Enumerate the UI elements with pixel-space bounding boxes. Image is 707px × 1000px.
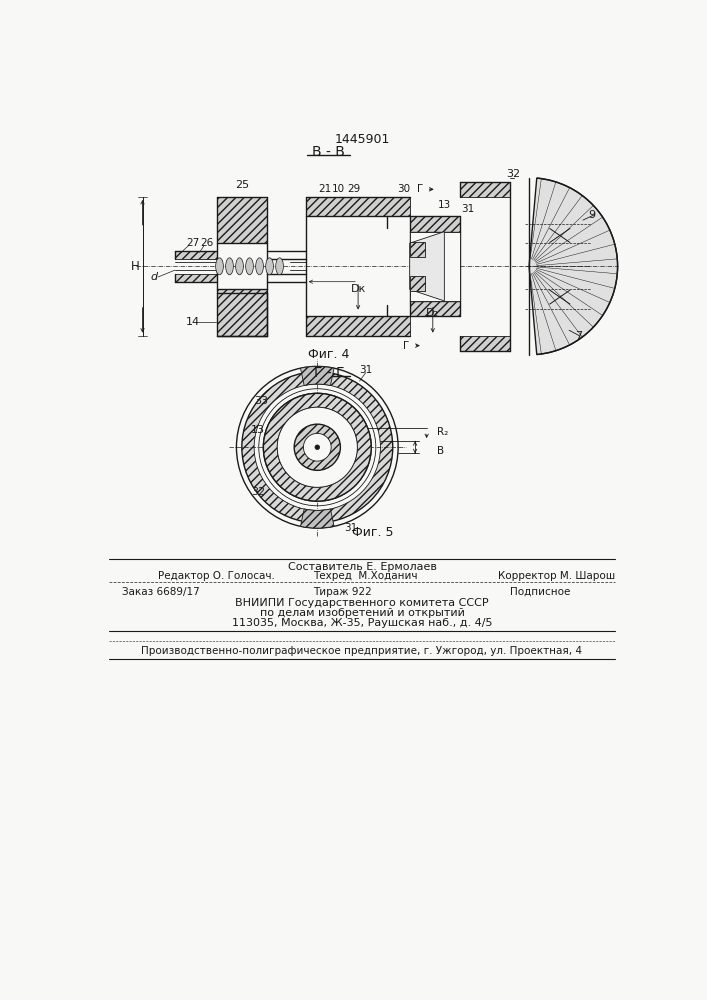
Text: 113035, Москва, Ж-35, Раушская наб., д. 4/5: 113035, Москва, Ж-35, Раушская наб., д. … (232, 618, 492, 628)
Text: 7: 7 (575, 331, 583, 341)
Text: 13: 13 (251, 425, 265, 435)
Text: 9: 9 (589, 210, 596, 220)
Ellipse shape (256, 258, 264, 275)
Polygon shape (409, 232, 460, 301)
Text: 31: 31 (344, 523, 358, 533)
Text: R₂: R₂ (437, 427, 448, 437)
Text: 25: 25 (235, 180, 249, 190)
Text: 13: 13 (438, 200, 451, 210)
Polygon shape (409, 232, 444, 301)
Bar (409, 216, 460, 232)
Text: Корректор М. Шарош: Корректор М. Шарош (498, 571, 616, 581)
Ellipse shape (216, 258, 223, 275)
Text: H: H (130, 260, 139, 273)
Circle shape (259, 389, 376, 506)
Circle shape (264, 393, 371, 501)
Text: 10: 10 (332, 184, 346, 194)
Text: 32: 32 (251, 487, 265, 497)
Bar (217, 197, 267, 243)
Bar (305, 197, 409, 216)
Bar (409, 242, 425, 257)
Text: Фиг. 4: Фиг. 4 (308, 348, 349, 361)
Bar (175, 274, 217, 282)
Text: 31: 31 (359, 365, 373, 375)
Circle shape (303, 433, 331, 461)
Text: Фиг. 5: Фиг. 5 (352, 526, 393, 539)
Text: Заказ 6689/17: Заказ 6689/17 (122, 587, 200, 597)
Wedge shape (300, 509, 334, 528)
Circle shape (242, 372, 393, 523)
Text: B: B (437, 446, 444, 456)
Circle shape (277, 407, 357, 487)
Text: d: d (151, 272, 158, 282)
Circle shape (315, 445, 320, 450)
Bar (175, 251, 217, 259)
Text: 14: 14 (185, 317, 199, 327)
Bar (460, 182, 510, 197)
Bar (409, 301, 460, 316)
Text: 21: 21 (318, 184, 332, 194)
Text: 27: 27 (186, 238, 199, 248)
Bar (460, 336, 510, 351)
Text: 30: 30 (397, 184, 410, 194)
Text: 31: 31 (461, 204, 474, 214)
Text: Подписное: Подписное (510, 587, 570, 597)
Text: по делам изобретений и открытий: по делам изобретений и открытий (259, 608, 464, 618)
Text: Г: Г (416, 184, 423, 194)
Ellipse shape (226, 258, 233, 275)
Circle shape (264, 393, 371, 501)
Text: Г - Г: Г - Г (314, 366, 344, 380)
Wedge shape (300, 366, 334, 385)
Text: D₂: D₂ (426, 308, 439, 318)
Wedge shape (529, 178, 618, 355)
Ellipse shape (246, 258, 253, 275)
Text: Техред  М.Ходанич: Техред М.Ходанич (313, 571, 418, 581)
Ellipse shape (235, 258, 243, 275)
Text: 32: 32 (507, 169, 520, 179)
Circle shape (254, 384, 380, 510)
Text: 33: 33 (254, 396, 268, 406)
Text: Составитель Е. Ермолаев: Составитель Е. Ермолаев (288, 562, 436, 572)
Text: ВНИИПИ Государственного комитета СССР: ВНИИПИ Государственного комитета СССР (235, 598, 489, 608)
Ellipse shape (266, 258, 274, 275)
Text: Редактор О. Голосач.: Редактор О. Голосач. (158, 571, 275, 581)
Text: Тираж 922: Тираж 922 (313, 587, 372, 597)
Bar (409, 276, 425, 291)
Text: 29: 29 (347, 184, 360, 194)
Bar (217, 289, 267, 336)
Text: Г: Г (403, 341, 409, 351)
Text: Производственно-полиграфическое предприятие, г. Ужгород, ул. Проектная, 4: Производственно-полиграфическое предприя… (141, 646, 583, 656)
Bar (217, 293, 267, 336)
Text: Dк: Dк (351, 284, 366, 294)
Bar (305, 316, 409, 336)
Text: 26: 26 (200, 238, 213, 248)
Circle shape (294, 424, 340, 470)
Text: 1445901: 1445901 (334, 133, 390, 146)
Circle shape (277, 407, 357, 487)
Ellipse shape (276, 258, 284, 275)
Text: В - В: В - В (312, 145, 345, 159)
